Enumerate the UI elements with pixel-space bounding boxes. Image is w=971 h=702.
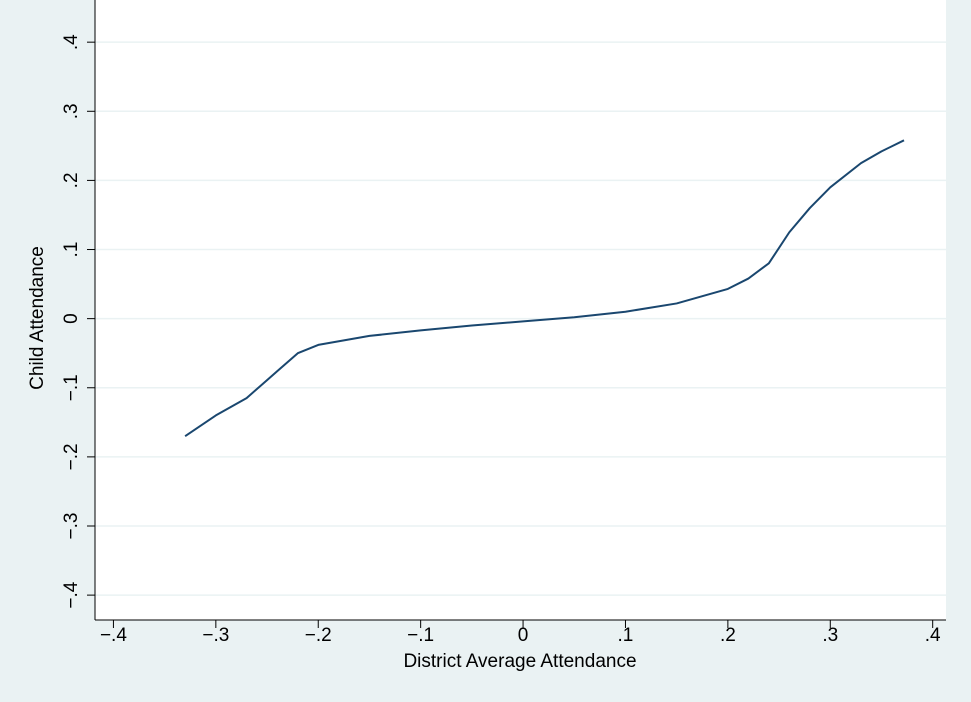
x-tick-label: 0 (518, 625, 529, 646)
x-tick-label: −.3 (202, 625, 229, 646)
y-tick-label: .2 (61, 172, 82, 188)
y-tick-label: 0 (61, 313, 82, 324)
y-axis-title: Child Attendance (27, 246, 48, 390)
x-tick-label: −.1 (407, 625, 434, 646)
y-tick-label: −.1 (61, 374, 82, 401)
x-tick-label: −.4 (100, 625, 127, 646)
y-tick-label: .3 (61, 103, 82, 119)
y-tick-label: .1 (61, 242, 82, 258)
data-line (184, 139, 905, 437)
x-tick-label: .1 (618, 625, 634, 646)
x-axis-title: District Average Attendance (403, 651, 636, 672)
x-tick-label: .2 (720, 625, 736, 646)
x-tick-label: −.2 (305, 625, 332, 646)
y-tick-label: −.3 (61, 513, 82, 540)
y-tick-label: −.4 (61, 581, 82, 608)
y-tick-label: −.2 (61, 443, 82, 470)
y-tick-label: .4 (61, 34, 82, 50)
plot-area (95, 0, 946, 620)
x-tick-label: .3 (822, 625, 838, 646)
x-tick-label: .4 (925, 625, 941, 646)
